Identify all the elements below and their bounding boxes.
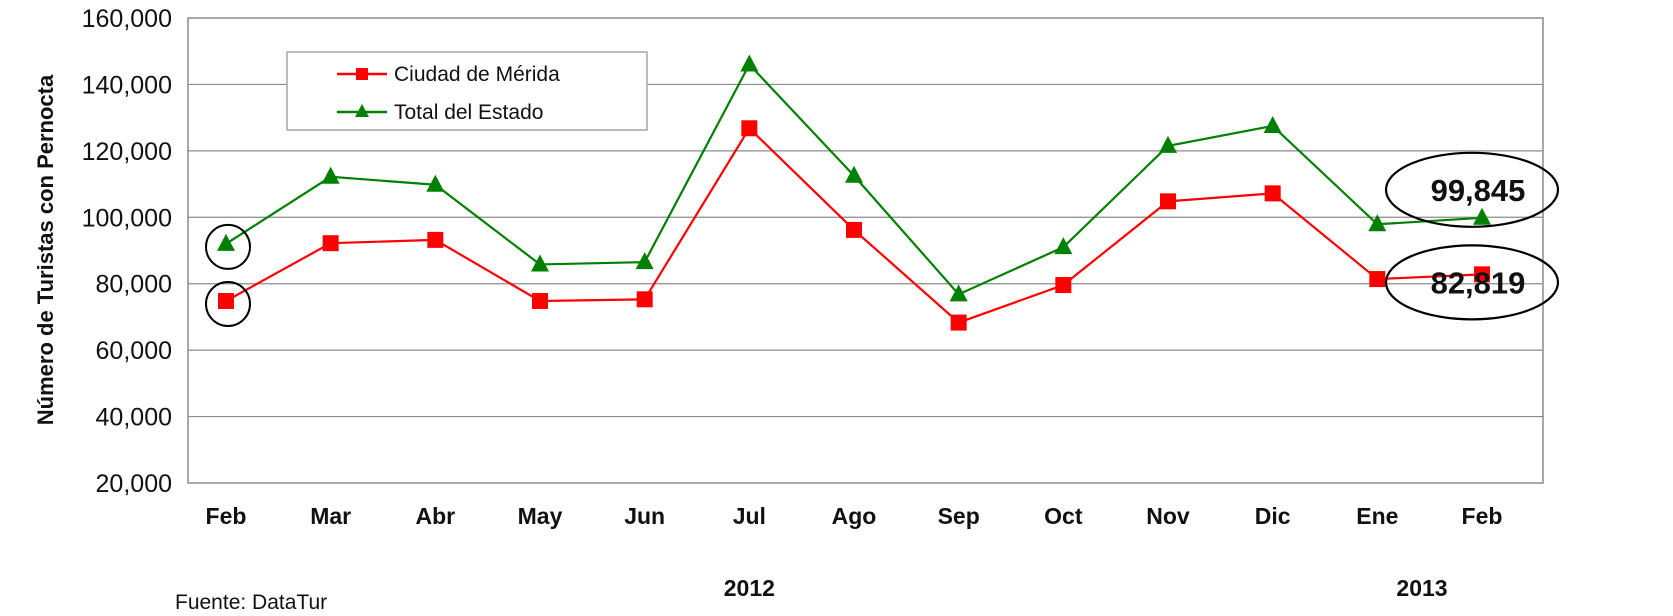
- callout-label: 82,819: [1431, 265, 1526, 300]
- series-0: [218, 120, 1490, 331]
- gridlines: [188, 83, 1543, 418]
- data-point: [1159, 135, 1177, 153]
- data-point: [1474, 266, 1490, 283]
- year-label: 2012: [724, 575, 775, 601]
- data-point: [1264, 185, 1281, 202]
- y-tick-label: 120,000: [82, 138, 172, 166]
- data-point: [217, 233, 235, 251]
- legend-marker-estado: [355, 104, 369, 117]
- series: [217, 54, 1491, 331]
- x-tick-label: Dic: [1255, 503, 1291, 529]
- x-tick-label: Ene: [1356, 503, 1398, 529]
- x-tick-label: Feb: [1462, 503, 1503, 529]
- data-point: [635, 252, 654, 270]
- highlight-circle: [205, 223, 251, 270]
- legend: Ciudad de Mérida Total del Estado: [286, 51, 648, 131]
- highlight-circle: [205, 280, 251, 327]
- callout-ellipse: [1384, 151, 1560, 228]
- x-tick-label: Jul: [733, 503, 766, 529]
- data-point: [218, 292, 234, 309]
- x-tick-label: May: [518, 503, 563, 529]
- series-1: [217, 54, 1491, 302]
- data-point: [1055, 277, 1072, 294]
- y-tick-label: 140,000: [82, 71, 172, 99]
- x-tick-label: Abr: [416, 503, 456, 529]
- data-point: [1473, 207, 1491, 225]
- x-tick-label: Jun: [624, 503, 665, 529]
- data-point: [322, 235, 339, 252]
- y-tick-label: 60,000: [96, 337, 172, 365]
- y-tick-label: 80,000: [96, 271, 172, 299]
- data-point: [1263, 115, 1282, 133]
- source-note: Fuente: DataTur: [175, 591, 327, 611]
- y-tick-label: 100,000: [82, 204, 172, 232]
- legend-box: [286, 51, 648, 131]
- x-tick-label: Mar: [310, 503, 351, 529]
- year-labels: 2012 2013: [724, 575, 1448, 601]
- data-point: [1369, 271, 1386, 288]
- plot-area: [187, 17, 1544, 484]
- data-point: [636, 291, 653, 308]
- data-point: [1160, 193, 1176, 210]
- legend-label-merida: Ciudad de Mérida: [394, 63, 560, 86]
- callout-label: 99,845: [1431, 173, 1526, 208]
- data-point: [426, 174, 445, 192]
- x-tick-label: Ago: [832, 503, 877, 529]
- legend-label-estado: Total del Estado: [394, 101, 543, 124]
- data-point: [1368, 214, 1387, 232]
- y-axis-label: Número de Turistas con Pernocta: [33, 74, 58, 425]
- legend-marker-merida: [356, 68, 368, 80]
- y-axis-ticks: 20,000 40,000 60,000 80,000 100,000 120,000 14…: [82, 5, 172, 498]
- callout-ellipse: [1384, 244, 1560, 321]
- year-label: 2013: [1396, 575, 1447, 601]
- highlight-circles: [205, 223, 251, 327]
- data-point: [740, 54, 759, 72]
- data-point: [845, 165, 863, 183]
- y-tick-label: 160,000: [82, 5, 172, 33]
- x-tick-label: Oct: [1044, 503, 1083, 529]
- data-point: [949, 284, 968, 302]
- value-callouts: 99,845 82,819: [1384, 151, 1560, 321]
- x-tick-label: Sep: [938, 503, 980, 529]
- y-tick-label: 20,000: [96, 470, 172, 498]
- x-tick-label: Feb: [206, 503, 247, 529]
- data-point: [1054, 237, 1073, 255]
- data-point: [532, 292, 548, 309]
- data-point: [321, 166, 340, 184]
- x-tick-label: Nov: [1146, 503, 1190, 529]
- y-tick-label: 40,000: [96, 404, 172, 432]
- data-point: [846, 221, 862, 238]
- x-axis-ticks: Feb Mar Abr May Jun Jul Ago Sep Oct Nov Dic Ene Feb: [206, 503, 1503, 529]
- data-point: [950, 314, 967, 331]
- data-point: [427, 231, 444, 248]
- data-point: [531, 254, 549, 272]
- data-point: [741, 120, 758, 137]
